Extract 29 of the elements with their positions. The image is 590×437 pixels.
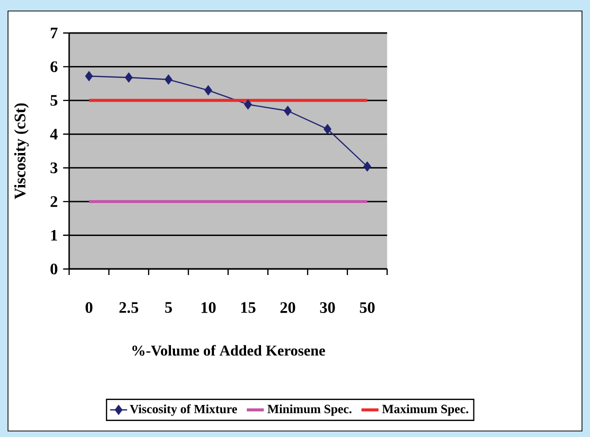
- y-tick-label: 1: [51, 230, 58, 241]
- point: [324, 124, 332, 134]
- point: [85, 70, 93, 82]
- legend-label: Viscosity of Mixture: [130, 404, 238, 416]
- x-axis-title: %-Volume of Added Kerosene: [132, 344, 326, 356]
- point: [284, 106, 292, 116]
- x-tick-label: 5: [165, 302, 172, 313]
- y-tick-label: 5: [50, 95, 58, 106]
- x-tick-label: 10: [202, 302, 216, 313]
- x-tick-label: 2.5: [119, 302, 138, 314]
- x-tick-label: 0: [86, 302, 92, 313]
- point: [244, 99, 252, 110]
- y-tick-label: 4: [50, 128, 58, 140]
- x-tick-label: 15: [241, 302, 256, 313]
- y-tick-label: 0: [50, 264, 58, 274]
- x-tick-label: 50: [360, 302, 375, 313]
- y-tick-label: 3: [50, 162, 58, 174]
- legend-label: Minimum Spec.: [268, 404, 352, 416]
- y-tick-label: 2: [50, 196, 58, 207]
- point: [363, 161, 372, 172]
- point: [204, 85, 212, 96]
- y-axis-title: Viscosity (cSt): [14, 103, 29, 200]
- x-tick-label: 30: [320, 302, 335, 313]
- y-tick-label: 7: [50, 28, 58, 38]
- point: [124, 72, 133, 83]
- x-tick-label: 20: [280, 302, 296, 313]
- y-tick-label: 6: [50, 61, 58, 72]
- legend-label: Maximum Spec.: [382, 404, 468, 416]
- point: [164, 74, 172, 85]
